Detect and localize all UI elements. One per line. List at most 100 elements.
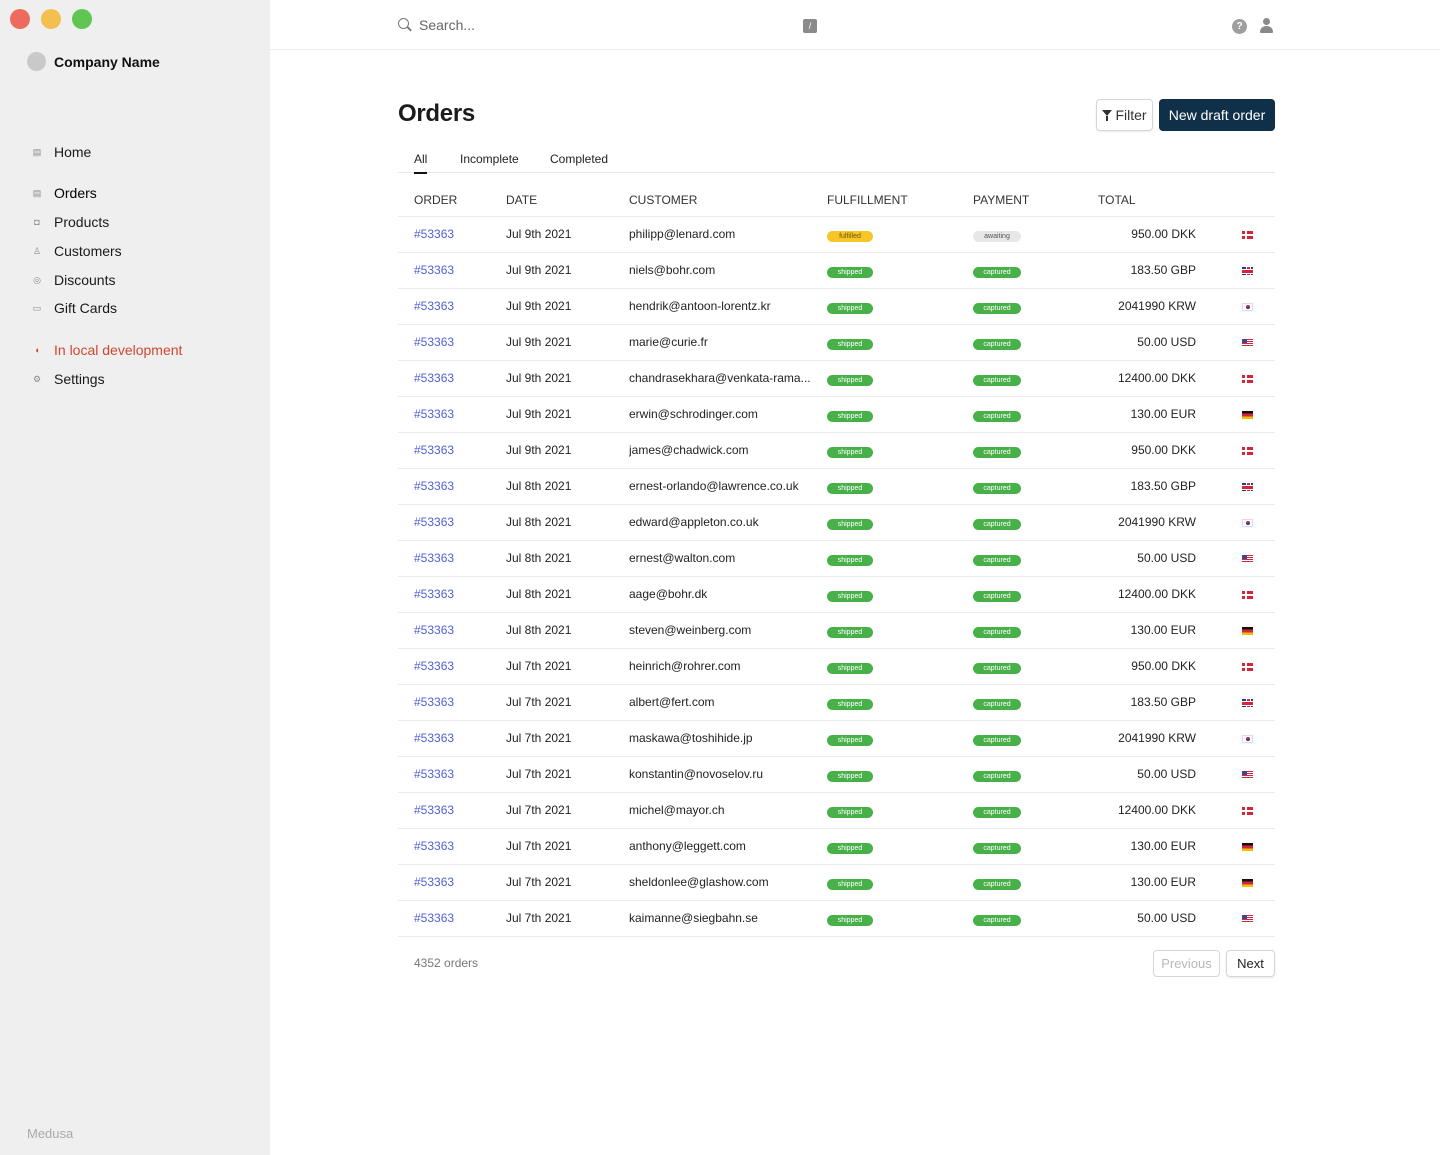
order-link[interactable]: #53363 <box>414 839 455 853</box>
column-header-fulfillment[interactable]: FULFILLMENT <box>827 185 973 217</box>
column-header-total[interactable]: TOTAL <box>1086 185 1196 217</box>
order-date: Jul 8th 2021 <box>506 576 629 613</box>
order-link[interactable]: #53363 <box>414 443 455 457</box>
table-row[interactable]: #53363 Jul 9th 2021 erwin@schrodinger.com s… <box>398 396 1275 433</box>
new-draft-order-button[interactable]: New draft order <box>1159 99 1275 131</box>
order-id-cell: #53363 <box>398 468 506 505</box>
table-row[interactable]: #53363 Jul 8th 2021 steven@weinberg.com shi… <box>398 612 1275 649</box>
fulfillment-cell: shipped <box>827 792 973 829</box>
column-header-date[interactable]: DATE <box>506 185 629 217</box>
order-link[interactable]: #53363 <box>414 515 455 529</box>
page-title: Orders <box>398 100 475 127</box>
column-header-order[interactable]: ORDER <box>398 185 506 217</box>
payment-cell: captured <box>973 540 1086 577</box>
country-cell <box>1196 216 1275 253</box>
order-date: Jul 7th 2021 <box>506 756 629 793</box>
previous-page-button[interactable]: Previous <box>1153 950 1220 977</box>
table-row[interactable]: #53363 Jul 8th 2021 aage@bohr.dk shipped cap… <box>398 576 1275 613</box>
payment-cell: captured <box>973 648 1086 685</box>
table-row[interactable]: #53363 Jul 9th 2021 niels@bohr.com shipped c… <box>398 252 1275 289</box>
order-link[interactable]: #53363 <box>414 299 455 313</box>
order-link[interactable]: #53363 <box>414 767 455 781</box>
customer-email: albert@fert.com <box>629 684 827 721</box>
customer-email: chandrasekhara@venkata-rama... <box>629 360 827 397</box>
table-row[interactable]: #53363 Jul 9th 2021 marie@curie.fr shipped c… <box>398 324 1275 361</box>
order-link[interactable]: #53363 <box>414 371 455 385</box>
order-link[interactable]: #53363 <box>414 227 455 241</box>
payment-cell: awaiting <box>973 216 1086 253</box>
table-row[interactable]: #53363 Jul 7th 2021 anthony@leggett.com shi… <box>398 828 1275 865</box>
order-link[interactable]: #53363 <box>414 587 455 601</box>
table-row[interactable]: #53363 Jul 7th 2021 sheldonlee@glashow.com… <box>398 864 1275 901</box>
sidebar-item-gift-cards[interactable]: ▭ Gift Cards <box>32 300 117 316</box>
user-icon[interactable] <box>1259 18 1274 34</box>
order-link[interactable]: #53363 <box>414 695 455 709</box>
next-page-button[interactable]: Next <box>1226 950 1275 977</box>
table-row[interactable]: #53363 Jul 7th 2021 maskawa@toshihide.jp sh… <box>398 720 1275 757</box>
order-link[interactable]: #53363 <box>414 407 455 421</box>
company-name: Company Name <box>54 53 160 70</box>
order-date: Jul 8th 2021 <box>506 612 629 649</box>
table-row[interactable]: #53363 Jul 8th 2021 edward@appleton.co.uk s… <box>398 504 1275 541</box>
table-row[interactable]: #53363 Jul 9th 2021 james@chadwick.com ship… <box>398 432 1275 469</box>
table-row[interactable]: #53363 Jul 7th 2021 michel@mayor.ch shipped… <box>398 792 1275 829</box>
search-input[interactable] <box>419 17 779 33</box>
minimize-window-button[interactable] <box>41 9 61 29</box>
order-link[interactable]: #53363 <box>414 623 455 637</box>
table-row[interactable]: #53363 Jul 7th 2021 kaimanne@siegbahn.se sh… <box>398 900 1275 937</box>
order-date: Jul 7th 2021 <box>506 828 629 865</box>
company-switcher[interactable]: Company Name <box>27 52 160 71</box>
order-link[interactable]: #53363 <box>414 911 455 925</box>
table-row[interactable]: #53363 Jul 7th 2021 konstantin@novoselov.r… <box>398 756 1275 793</box>
company-avatar <box>27 52 46 71</box>
order-date: Jul 7th 2021 <box>506 864 629 901</box>
sidebar-item-discounts[interactable]: ◎ Discounts <box>32 272 115 288</box>
sidebar-item-orders[interactable]: ▤ Orders <box>32 185 97 201</box>
filter-button[interactable]: Filter <box>1096 99 1153 131</box>
fulfillment-cell: shipped <box>827 252 973 289</box>
customer-email: sheldonlee@glashow.com <box>629 864 827 901</box>
maximize-window-button[interactable] <box>72 9 92 29</box>
help-icon[interactable]: ? <box>1232 19 1247 34</box>
order-link[interactable]: #53363 <box>414 731 455 745</box>
table-row[interactable]: #53363 Jul 8th 2021 ernest@walton.com shipp… <box>398 540 1275 577</box>
order-link[interactable]: #53363 <box>414 659 455 673</box>
fulfillment-badge: shipped <box>827 806 873 818</box>
column-header-customer[interactable]: CUSTOMER <box>629 185 827 217</box>
tab-all[interactable]: All <box>414 152 428 174</box>
order-date: Jul 7th 2021 <box>506 684 629 721</box>
fulfillment-badge: shipped <box>827 554 873 566</box>
payment-cell: captured <box>973 324 1086 361</box>
sidebar-item-home[interactable]: ▤ Home <box>32 144 92 160</box>
column-header-payment[interactable]: PAYMENT <box>973 185 1086 217</box>
table-row[interactable]: #53363 Jul 7th 2021 heinrich@rohrer.com shi… <box>398 648 1275 685</box>
table-row[interactable]: #53363 Jul 9th 2021 hendrik@antoon-lorentz… <box>398 288 1275 325</box>
sidebar-item-products[interactable]: ◘ Products <box>32 214 109 230</box>
order-link[interactable]: #53363 <box>414 263 455 277</box>
sidebar-item-settings[interactable]: ⚙ Settings <box>32 371 105 387</box>
table-row[interactable]: #53363 Jul 9th 2021 philipp@lenard.com fulf… <box>398 216 1275 253</box>
order-link[interactable]: #53363 <box>414 875 455 889</box>
country-cell <box>1196 504 1275 541</box>
gift-card-icon: ▭ <box>32 302 42 313</box>
order-link[interactable]: #53363 <box>414 803 455 817</box>
fulfillment-badge: shipped <box>827 302 873 314</box>
order-total: 950.00 DKK <box>1086 648 1196 685</box>
sidebar-item-customers[interactable]: ♙ Customers <box>32 243 122 259</box>
tab-completed[interactable]: Completed <box>550 152 609 166</box>
tab-incomplete[interactable]: Incomplete <box>460 152 519 166</box>
order-link[interactable]: #53363 <box>414 479 455 493</box>
order-date: Jul 9th 2021 <box>506 216 629 253</box>
payment-badge: captured <box>973 446 1021 458</box>
close-window-button[interactable] <box>10 9 30 29</box>
flag-dk-icon <box>1242 230 1253 239</box>
table-row[interactable]: #53363 Jul 7th 2021 albert@fert.com shipped… <box>398 684 1275 721</box>
order-link[interactable]: #53363 <box>414 551 455 565</box>
table-row[interactable]: #53363 Jul 9th 2021 chandrasekhara@venkata… <box>398 360 1275 397</box>
order-link[interactable]: #53363 <box>414 335 455 349</box>
topbar: / ? <box>270 0 1440 50</box>
order-date: Jul 8th 2021 <box>506 468 629 505</box>
table-row[interactable]: #53363 Jul 8th 2021 ernest-orlando@lawrenc… <box>398 468 1275 505</box>
sidebar-item-local-development[interactable]: ◖ In local development <box>32 342 182 358</box>
filter-button-label: Filter <box>1115 107 1147 123</box>
